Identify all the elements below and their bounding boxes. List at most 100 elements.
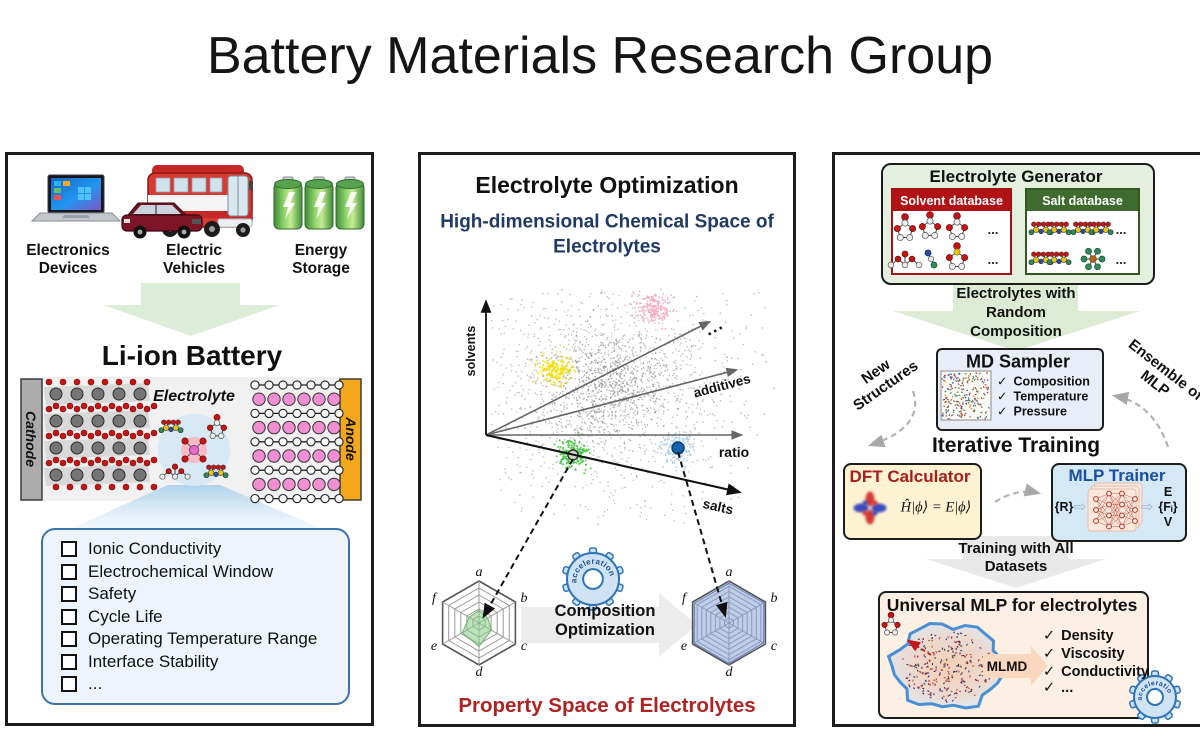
radar-before [441, 580, 517, 666]
property-row: Cycle Life [61, 607, 348, 627]
property-label: Safety [88, 584, 137, 603]
mlmd-label: MLMD [986, 659, 1028, 675]
iterative-training-label: Iterative Training [931, 433, 1101, 457]
property-label: Interface Stability [88, 651, 219, 671]
mlp-title: MLP Trainer [1068, 466, 1166, 486]
down-arrow [103, 283, 280, 336]
panel-title: Electrolyte Optimization [475, 171, 739, 198]
property-row: Operating Temperature Range [61, 629, 348, 649]
checkbox-icon [61, 653, 77, 670]
panel-electrolyte-optimization: acceleration Electrolyte Optimization Hi… [418, 152, 796, 727]
check-icon: ✓ [997, 404, 1008, 419]
md-item-row: ✓ Composition [997, 374, 1090, 389]
chemical-space-plot: acceleration [441, 288, 775, 666]
property-row: Electrochemical Window [61, 562, 348, 582]
property-label: Cycle Life [88, 606, 163, 626]
md-item: Composition [1013, 374, 1090, 388]
flow-arrow-icon: ⇨ [1140, 497, 1154, 516]
property-row: Interface Stability [61, 652, 348, 672]
check-icon: ✓ [1043, 664, 1056, 680]
radar-label: f [432, 590, 436, 606]
battery-properties-card: Ionic Conductivity Electrochemical Windo… [41, 528, 350, 705]
radar-label: b [520, 590, 528, 606]
radar-label: a [475, 564, 483, 580]
md-item: Pressure [1013, 404, 1067, 418]
battery-cells-icon [273, 176, 365, 230]
laptop-icon [30, 174, 122, 222]
universal-item-row: ✓... [1043, 680, 1073, 696]
radar-label: a [725, 564, 733, 580]
property-label: ... [88, 674, 103, 693]
radar-label: c [770, 638, 778, 654]
anode-graphite [250, 380, 344, 504]
universal-title: Universal MLP for electrolytes [886, 594, 1138, 615]
battery-graphics [20, 165, 365, 528]
anode-label: Anode [343, 417, 360, 461]
salts-axis [485, 434, 742, 496]
dft-title: DFT Calculator [849, 467, 971, 487]
checkbox-icon [61, 586, 77, 602]
zoom-funnel [72, 485, 320, 528]
radar-label: d [475, 664, 483, 680]
checkbox-icon [61, 563, 77, 580]
md-sampler-title: MD Sampler [965, 351, 1071, 372]
app-label-storage: Energy Storage [292, 242, 350, 277]
scatter-cloud [491, 288, 775, 526]
universal-item: Conductivity [1061, 664, 1149, 680]
battery-title: Li-ion Battery [101, 339, 283, 371]
car-icon [121, 202, 203, 239]
salt-db-header: Salt database [1042, 193, 1123, 208]
md-item-row: ✓ Temperature [997, 389, 1088, 404]
mlp-output: E [1163, 484, 1173, 499]
check-icon: ✓ [1043, 680, 1056, 696]
dashed-link-right [677, 451, 728, 618]
page-title: Battery Materials Research Group [206, 27, 994, 85]
panel-subtitle: High-dimensional Chemical Space of Elect… [440, 211, 774, 257]
radar-label: b [770, 590, 778, 606]
radar-label: f [682, 590, 686, 606]
training-arrow-label: Training with All Datasets [958, 540, 1074, 575]
axis-label-solvents: solvents [463, 325, 478, 377]
radar-label: e [430, 638, 438, 654]
radar-after [691, 580, 767, 666]
flow-arrow-icon: ⇨ [1073, 497, 1087, 516]
property-label: Operating Temperature Range [88, 629, 318, 648]
workflow-arrows [893, 281, 1140, 588]
mlp-output: {Fᵢ} [1158, 499, 1178, 514]
optimization-arrow [521, 593, 697, 657]
app-label-vehicles: Electric Vehicles [162, 242, 226, 277]
check-icon: ✓ [997, 389, 1008, 404]
axis-label-ratio: ratio [718, 443, 750, 460]
universal-item: Viscosity [1061, 646, 1125, 662]
property-label: Ionic Conductivity [88, 539, 222, 558]
mlp-output: V [1163, 514, 1173, 529]
universal-item-row: ✓ Conductivity [1043, 664, 1149, 680]
check-icon: ✓ [997, 374, 1008, 389]
checkbox-icon [61, 676, 77, 692]
cathode-crystal [44, 378, 158, 491]
md-item-row: ✓ Pressure [997, 404, 1067, 419]
acceleration-gear-icon: acceleration [562, 547, 624, 611]
check-icon: ✓ [1043, 628, 1056, 644]
process-label: Composition Optimization [554, 602, 656, 639]
mlp-input: {R} [1054, 499, 1074, 514]
dashed-link-left [482, 458, 574, 619]
property-row: Safety [61, 584, 348, 604]
panel-ml-workflow: Solvent database Salt database ... [832, 152, 1200, 727]
additives-axis [485, 367, 739, 436]
check-icon: ✓ [1043, 646, 1056, 662]
electrolyte-molecules [158, 413, 229, 480]
generator-title: Electrolyte Generator [929, 167, 1103, 187]
checkbox-icon [61, 631, 77, 647]
bus-icon [147, 165, 253, 237]
universal-item-row: ✓ Density [1043, 628, 1114, 644]
checkbox-icon [61, 541, 77, 557]
checkbox-icon [61, 608, 77, 625]
gray-down-arrow [926, 536, 1106, 588]
universal-item: Density [1061, 628, 1114, 644]
property-row: ... [61, 674, 348, 694]
panel-battery-applications: Ionic Conductivity Electrochemical Windo… [5, 152, 374, 726]
electrolyte-label: Electrolyte [153, 387, 235, 405]
panel-footer: Property Space of Electrolytes [458, 694, 756, 718]
